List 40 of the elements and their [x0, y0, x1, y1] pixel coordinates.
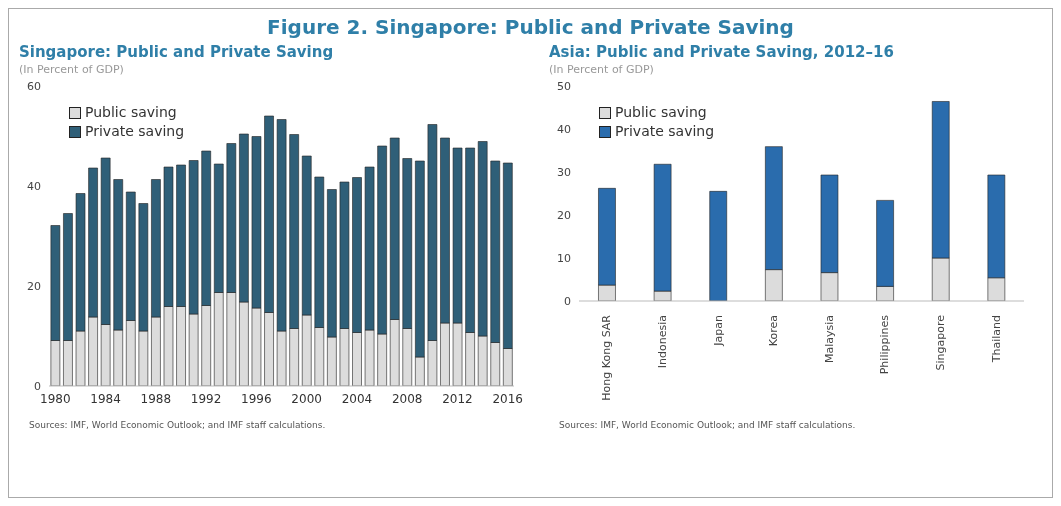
caption: Figure 2. Singapore: Public and Private Saving	[266, 15, 795, 39]
x-tick-label: Thailand	[989, 315, 1003, 364]
x-tick-label: 1992	[190, 391, 222, 406]
x-tick-label: 1984	[90, 391, 121, 406]
x-tick-label: 1980	[40, 391, 71, 406]
chart-title: Asia: Public and Private Saving, 2012–16	[549, 43, 895, 61]
legend-label: Private saving	[615, 122, 715, 141]
source-note: Sources: IMF, World Economic Outlook; and IMF staff calculations.	[559, 420, 857, 430]
y-tick-label: 0	[564, 294, 571, 308]
x-tick-label: 2000	[291, 391, 322, 406]
x-tick-label: Korea	[767, 315, 781, 347]
x-tick-label: 1988	[140, 391, 172, 406]
y-tick-label: 30	[557, 165, 571, 179]
y-tick-label: 40	[27, 179, 41, 193]
y-tick-label: 20	[27, 279, 41, 293]
legend-label: Private saving	[85, 122, 185, 141]
y-tick-label: 10	[557, 251, 571, 265]
y-tick-label: 60	[27, 79, 41, 93]
x-tick-label: 2008	[391, 391, 423, 406]
y-tick-label: 50	[557, 79, 571, 93]
x-tick-label: 2016	[492, 391, 523, 406]
source-note: Sources: IMF, World Economic Outlook; and IMF staff calculations.	[29, 420, 327, 430]
y-tick-label: 0	[34, 379, 41, 393]
x-tick-label: Japan	[711, 314, 725, 347]
y-tick-label: 40	[557, 122, 571, 136]
x-tick-label: 2012	[442, 391, 473, 406]
x-tick-label: Philippines	[878, 314, 892, 375]
chart-title: Singapore: Public and Private Saving	[19, 43, 335, 61]
y-tick-label: 20	[557, 208, 571, 222]
bar	[709, 191, 728, 301]
x-tick-label: Malaysia	[822, 315, 836, 364]
x-tick-label: Hong Kong SAR	[600, 314, 614, 401]
legend-label: Public saving	[85, 103, 177, 122]
x-tick-label: 1996	[241, 391, 272, 406]
y-axis-title: (In Percent of GDP)	[549, 63, 655, 76]
x-tick-label: Singapore	[934, 314, 948, 371]
x-tick-label: 2004	[341, 391, 373, 406]
y-axis-title: (In Percent of GDP)	[19, 63, 125, 76]
legend-label: Public saving	[615, 103, 707, 122]
x-tick-label: Indonesia	[655, 315, 669, 369]
